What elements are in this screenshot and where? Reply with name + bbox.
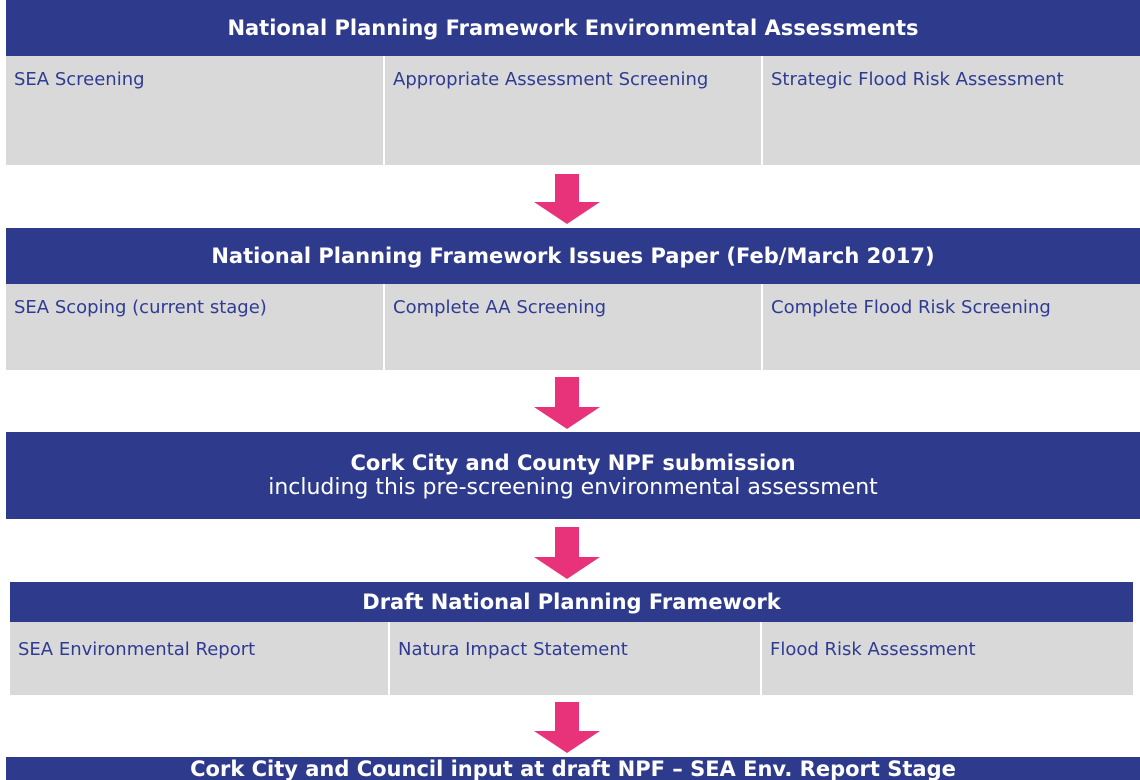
arrow [534,174,600,224]
cell: SEA Scoping (current stage) [6,284,383,370]
cell: Natura Impact Statement [390,622,760,695]
block-title: National Planning Framework Environmenta… [6,0,1140,56]
cell: SEA Environmental Report [10,622,388,695]
cell: Strategic Flood Risk Assessment [763,56,1140,165]
cell: Complete Flood Risk Screening [763,284,1140,370]
cell: Complete AA Screening [385,284,761,370]
arrow [534,377,600,429]
cell: SEA Screening [6,56,383,165]
block-title: Cork City and County NPF submission [350,451,796,475]
block: Cork City and County NPF submission incl… [6,432,1140,519]
block-title: National Planning Framework Issues Paper… [6,228,1140,284]
block-title: Cork City and Council input at draft NPF… [6,757,1140,780]
cell: Flood Risk Assessment [762,622,1133,695]
arrow [534,702,600,753]
block-title: Draft National Planning Framework [10,582,1133,622]
arrow [534,527,600,579]
cell: Appropriate Assessment Screening [385,56,761,165]
block-subtitle: including this pre-screening environment… [268,475,878,500]
